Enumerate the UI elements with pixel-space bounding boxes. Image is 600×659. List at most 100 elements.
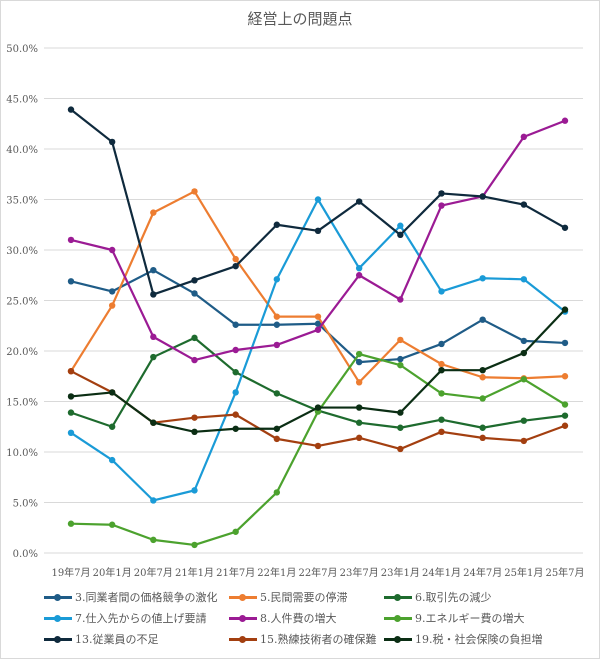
data-point [273, 390, 281, 397]
legend-label: 5.民間需要の停滞 [260, 591, 348, 604]
data-point [108, 302, 116, 309]
data-point [397, 296, 404, 303]
data-point [355, 404, 363, 411]
data-point [273, 489, 281, 496]
series-0 [67, 267, 569, 366]
data-point [67, 429, 75, 437]
legend-label: 8.人件費の増大 [260, 612, 337, 625]
y-tick-label: 10.0% [6, 448, 38, 459]
data-point [520, 417, 528, 424]
data-point [67, 236, 75, 244]
data-point [108, 521, 116, 528]
data-point [191, 541, 198, 549]
data-point [191, 277, 198, 284]
data-point [150, 497, 157, 504]
data-point [397, 355, 404, 363]
data-point [438, 190, 445, 197]
y-tick-label: 30.0% [6, 246, 38, 257]
data-point [273, 435, 281, 443]
data-point [479, 275, 486, 282]
data-point [479, 395, 486, 402]
data-point [561, 373, 569, 380]
data-point [314, 196, 322, 203]
data-point [561, 422, 569, 429]
series-6 [67, 106, 569, 298]
data-point [397, 361, 404, 369]
legend-label: 15.熟練技術者の確保難 [260, 633, 377, 646]
data-point [438, 428, 445, 435]
data-point [355, 358, 363, 366]
data-point [397, 409, 404, 416]
data-point [314, 313, 322, 320]
data-point [314, 227, 322, 235]
data-point [150, 536, 157, 544]
gridlines [44, 47, 583, 554]
data-point [150, 353, 157, 361]
data-point [438, 202, 445, 209]
data-point [355, 198, 363, 205]
y-tick-label: 40.0% [6, 145, 38, 156]
data-point [355, 434, 363, 442]
data-point [397, 231, 404, 239]
data-point [438, 340, 445, 348]
x-tick-label: 19年7月 [51, 566, 90, 579]
data-point [479, 316, 486, 323]
x-tick-label: 22年7月 [298, 566, 337, 579]
x-tick-label: 20年1月 [93, 566, 132, 579]
series-lines [67, 106, 569, 549]
y-axis-ticks: 0.0% 5.0% 10.0% 15.0% 20.0% 25.0% 30.0% 35.0% 40… [6, 44, 38, 560]
data-point [232, 389, 239, 396]
data-point [232, 321, 239, 328]
legend-label: 6.取引先の減少 [415, 591, 492, 604]
data-point [438, 416, 445, 423]
x-tick-label: 25年1月 [504, 566, 543, 579]
data-point [314, 326, 322, 333]
data-point [232, 255, 239, 263]
data-point [108, 456, 116, 464]
data-point [479, 193, 486, 200]
x-tick-label: 25年7月 [545, 566, 584, 579]
series-2 [67, 334, 569, 431]
data-point [561, 117, 569, 124]
data-point [108, 138, 116, 146]
data-point [232, 411, 239, 418]
series-8 [67, 306, 569, 435]
data-point [520, 376, 528, 383]
data-point [355, 264, 363, 272]
y-tick-label: 45.0% [6, 95, 38, 106]
legend-item: 7.仕入先からの値上げ要請 [44, 610, 207, 626]
data-point [232, 346, 239, 354]
legend-item: 13.従業員の不足 [44, 631, 159, 647]
data-point [191, 334, 198, 342]
data-point [397, 424, 404, 431]
legend-swatch-icon [44, 613, 72, 623]
legend-label: 13.従業員の不足 [75, 633, 159, 646]
data-point [232, 528, 239, 535]
data-point [150, 209, 157, 216]
legend-item: 3.同業者間の価格競争の激化 [44, 589, 218, 605]
y-tick-label: 5.0% [13, 499, 38, 510]
legend-swatch-icon [384, 634, 412, 644]
series-line [70, 352, 566, 547]
data-point [108, 246, 116, 254]
x-tick-label: 21年7月 [216, 566, 255, 579]
data-point [191, 188, 198, 195]
data-point [273, 425, 281, 432]
data-point [438, 366, 445, 374]
data-point [232, 369, 239, 376]
data-point [561, 224, 569, 231]
data-point [561, 339, 569, 347]
y-tick-label: 20.0% [6, 347, 38, 358]
data-point [150, 333, 157, 341]
series-line [70, 198, 566, 502]
legend-item: 15.熟練技術者の確保難 [229, 631, 377, 647]
x-axis-ticks: 19年7月 20年1月 20年7月 21年1月 21年7月 22年1月 22年7月 23年7月… [51, 566, 584, 579]
data-point [150, 267, 157, 274]
legend-swatch-icon [44, 592, 72, 602]
data-point [314, 442, 322, 450]
data-point [520, 337, 528, 345]
legend-swatch-icon [229, 613, 257, 623]
legend-item: 19.税・社会保険の負担増 [384, 631, 543, 647]
data-point [108, 423, 116, 430]
data-point [191, 356, 198, 364]
